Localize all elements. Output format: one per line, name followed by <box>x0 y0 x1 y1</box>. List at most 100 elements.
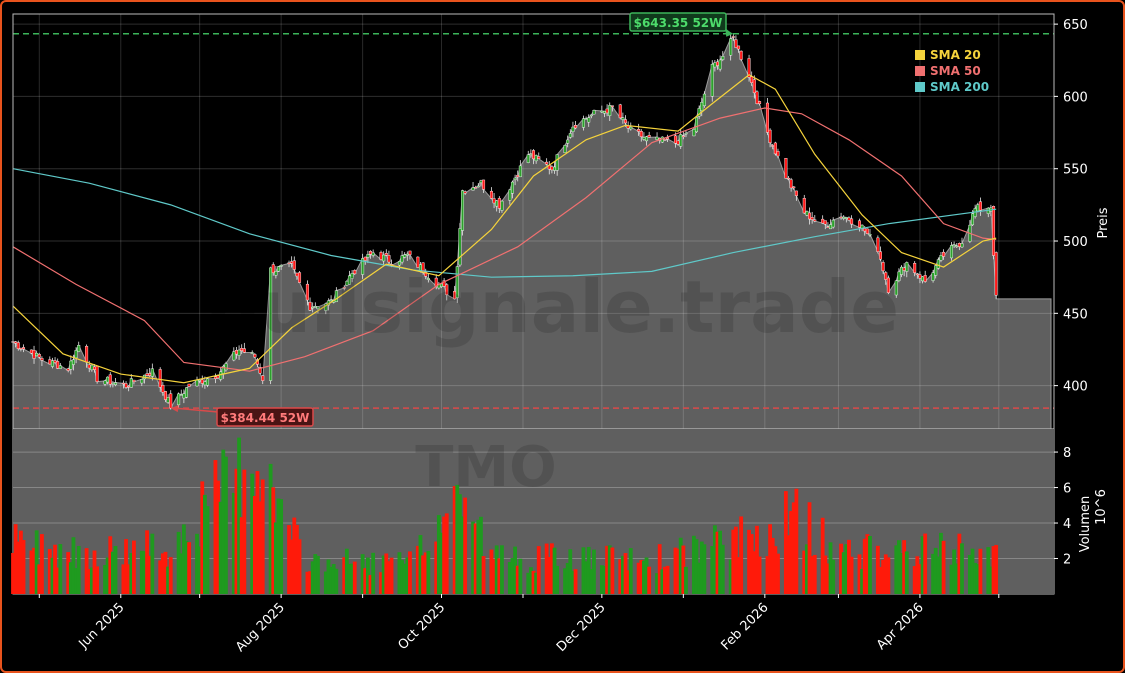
candle-body <box>537 156 541 160</box>
candle-body <box>145 373 149 376</box>
volume-bar <box>460 516 465 594</box>
candle-body <box>694 117 698 133</box>
candle-body <box>534 155 538 162</box>
candle-body <box>182 393 186 399</box>
volume-bar <box>142 551 147 594</box>
candle-body <box>831 219 835 228</box>
volume-bar <box>875 545 880 594</box>
volume-bar <box>786 535 791 594</box>
volume-bar <box>87 569 92 594</box>
candle-body <box>58 365 62 369</box>
volume-bar <box>500 545 504 594</box>
volume-bar <box>975 564 980 594</box>
candle-body <box>132 379 136 382</box>
candle-body <box>274 271 278 276</box>
volume-bar <box>710 546 715 594</box>
candle-body <box>106 376 110 383</box>
volume-bar <box>552 547 557 594</box>
candle-body <box>66 368 70 371</box>
x-tick-label: Jun 2025 <box>76 600 128 652</box>
volume-bar <box>224 456 228 594</box>
volume-bar <box>289 539 294 594</box>
candle-body <box>645 136 649 142</box>
volume-bar <box>418 535 423 594</box>
candle-body <box>876 237 880 252</box>
candle-body <box>949 245 953 259</box>
volume-bar <box>108 536 113 594</box>
price-axis-title: Preis <box>1096 207 1111 238</box>
volume-bar <box>439 532 444 594</box>
candle-body <box>353 270 357 275</box>
candle-body <box>363 256 367 261</box>
volume-bar <box>40 534 44 594</box>
volume-bar <box>181 524 186 594</box>
volume-bar <box>74 568 78 594</box>
volume-bar <box>620 555 625 594</box>
candle-body <box>902 267 906 271</box>
candle-body <box>140 379 144 384</box>
volume-bar <box>297 539 302 594</box>
volume-bar <box>32 547 36 594</box>
volume-bar <box>242 469 247 594</box>
volume-bar <box>160 553 165 594</box>
volume-bar <box>250 473 255 594</box>
volume-bar <box>783 491 788 594</box>
volume-bar <box>581 547 586 594</box>
volume-bar <box>776 553 780 594</box>
candle-body <box>163 391 167 400</box>
volume-bar <box>941 540 946 594</box>
volume-bar <box>865 534 870 594</box>
candle-body <box>952 244 956 247</box>
volume-bar <box>203 494 207 594</box>
candle-body <box>553 166 557 171</box>
candle-body <box>482 179 486 190</box>
volume-bar <box>967 554 972 594</box>
candle-body <box>334 290 338 303</box>
candle-body <box>269 267 273 381</box>
volume-bar <box>276 498 281 594</box>
volume-bar <box>455 484 460 594</box>
sma50-line <box>12 107 997 372</box>
volume-bar <box>347 563 352 594</box>
candle-body <box>14 341 18 344</box>
candle-body <box>366 254 370 258</box>
candle-body <box>805 211 809 216</box>
volume-bar <box>642 560 646 594</box>
volume-bar <box>187 542 192 594</box>
candle-body <box>479 180 483 184</box>
volume-bar <box>715 531 720 594</box>
candle-body <box>992 206 996 256</box>
candle-body <box>663 139 667 141</box>
volume-bar <box>807 502 812 594</box>
candle-body <box>19 348 23 350</box>
volume-bar <box>847 539 851 594</box>
volume-bar <box>605 545 610 594</box>
volume-bar <box>481 556 486 594</box>
volume-bar <box>949 564 954 594</box>
volume-bar <box>610 547 615 594</box>
volume-bar <box>699 541 704 594</box>
volume-bar <box>234 468 239 594</box>
candle-body <box>587 117 591 123</box>
volume-bar <box>684 566 688 594</box>
volume-bar <box>329 566 333 594</box>
volume-bar <box>471 521 475 594</box>
volume-bar <box>665 565 670 594</box>
volume-bar <box>952 549 957 594</box>
volume-bar <box>463 497 468 594</box>
candle-body <box>758 101 762 104</box>
volume-bar <box>881 559 886 594</box>
candle-body <box>868 234 872 236</box>
volume-bar <box>568 549 573 594</box>
candle-body <box>287 262 291 264</box>
volume-bar <box>828 542 833 594</box>
candle-body <box>426 278 430 280</box>
volume-bar <box>489 549 494 594</box>
candle-body <box>347 275 351 285</box>
volume-bar <box>765 556 770 594</box>
candle-body <box>752 79 756 94</box>
candle-body <box>224 363 228 371</box>
volume-bar <box>657 544 662 594</box>
volume-bar <box>473 523 478 594</box>
